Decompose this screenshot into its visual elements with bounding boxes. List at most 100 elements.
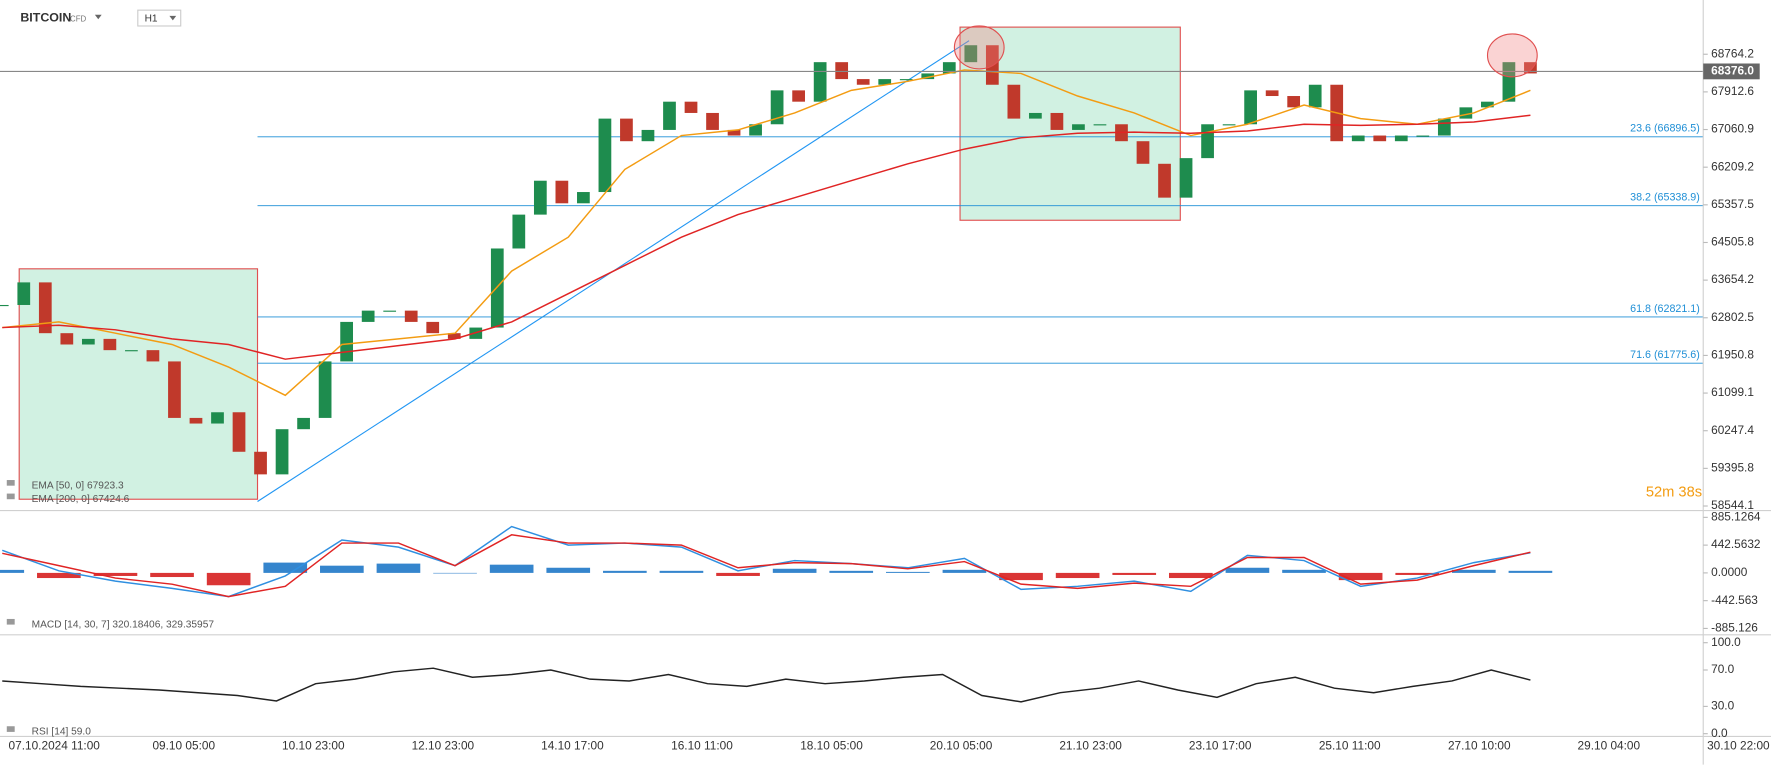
candle [1158,163,1171,198]
macd-bar [1055,572,1100,579]
candle [426,321,440,334]
plot-area [0,45,1704,703]
x-tick-label: 30.10 22:00 [1707,739,1770,753]
candle [985,45,999,85]
candle-timer: 52m 38s [1646,484,1702,500]
candle [1007,84,1021,119]
x-tick-label: 18.10 05:00 [800,739,863,753]
candle [1459,107,1473,119]
y-tick-label: 70.0 [1711,662,1734,676]
candle [1437,118,1451,136]
candle [1524,62,1537,74]
x-tick-label: 09.10 05:00 [152,739,215,753]
candle [1222,124,1236,126]
candle [38,282,52,334]
candle [81,338,95,345]
candle [921,73,935,80]
fib-label: 38.2 (65338.9) [1630,192,1700,204]
candle [17,282,31,305]
candle [792,90,805,102]
macd-bar [772,568,817,573]
macd-bar [942,569,987,573]
current-price-box [1703,63,1760,80]
y-tick-label: 100.0 [1711,635,1741,649]
macd-bar [829,570,874,573]
macd-bar [150,572,194,578]
y-tick-label: 63654.2 [1711,272,1754,286]
x-tick-label: 12.10 23:00 [412,739,475,753]
macd-bar [320,565,364,573]
candle [211,412,224,424]
y-tick-label: 61099.1 [1711,385,1754,399]
candle [1394,135,1408,142]
legend-icon[interactable] [6,480,15,486]
x-tick-label: 20.10 05:00 [930,739,993,753]
y-tick-label: 0.0 [1711,726,1728,740]
legend-entry: RSI [14] 59.0 [32,727,92,738]
highlight-circle [953,25,1005,70]
candle [1179,158,1193,198]
y-tick-label: 62802.5 [1711,310,1754,324]
y-tick-label: 442.5632 [1711,537,1760,551]
symbol-dropdown[interactable] [94,14,102,20]
x-tick-label: 07.10.2024 11:00 [9,739,101,753]
legend-entry: EMA [50, 0] 67923.3 [32,480,124,491]
candle [146,350,160,362]
candle [447,333,461,339]
legend-icon[interactable] [6,618,15,625]
x-tick-label: 16.10 11:00 [671,739,733,753]
x-tick-label: 23.10 17:00 [1189,739,1252,753]
y-tick-label: 58544.1 [1711,498,1754,512]
candle [598,118,612,193]
y-tick-label: 61950.8 [1711,348,1754,362]
macd-bar [659,570,704,573]
candle [899,79,913,81]
candle [404,310,418,322]
rsi-line [2,667,1531,703]
ema-line [2,114,1531,360]
candle [1373,135,1387,142]
timeframe[interactable]: H1 [145,13,158,24]
y-tick-label: -442.563 [1711,593,1758,607]
macd-bar [37,572,81,579]
candle [168,361,181,418]
highlight-circle [1486,33,1538,78]
candle [512,214,526,249]
candle [1287,96,1301,108]
candle [361,310,375,322]
candle [490,248,504,328]
candle [1201,124,1214,159]
candle [1072,124,1085,130]
fib-label: 71.6 (61775.6) [1630,349,1700,361]
legend-icon[interactable] [6,726,15,732]
candle [706,112,719,130]
candle [275,429,289,475]
y-tick-label: 68764.2 [1711,46,1754,60]
macd-bar [999,572,1043,581]
macd-bar [1451,569,1496,573]
timeframe-box[interactable] [137,9,182,27]
macd-bar [433,572,477,574]
candle [684,101,698,113]
macd-bar [546,567,591,573]
legend-icon[interactable] [6,493,15,500]
x-tick-label: 29.10 04:00 [1578,739,1641,753]
candle [1136,141,1150,164]
candle [620,118,633,142]
candle [813,62,827,102]
timeframe-dropdown[interactable] [169,15,177,21]
x-tick-label: 10.10 23:00 [282,739,345,753]
macd-line [2,525,1531,598]
candle [1502,62,1516,102]
candle [1244,90,1257,125]
candle [663,101,676,130]
macd-bar [1225,567,1270,573]
macd-bar [376,563,421,573]
candle [232,412,246,452]
symbol[interactable]: BITCOIN [20,10,71,24]
candle [770,90,784,125]
x-tick-label: 27.10 10:00 [1448,739,1511,753]
x-tick-label: 21.10 23:00 [1059,739,1122,753]
candle [189,417,203,424]
